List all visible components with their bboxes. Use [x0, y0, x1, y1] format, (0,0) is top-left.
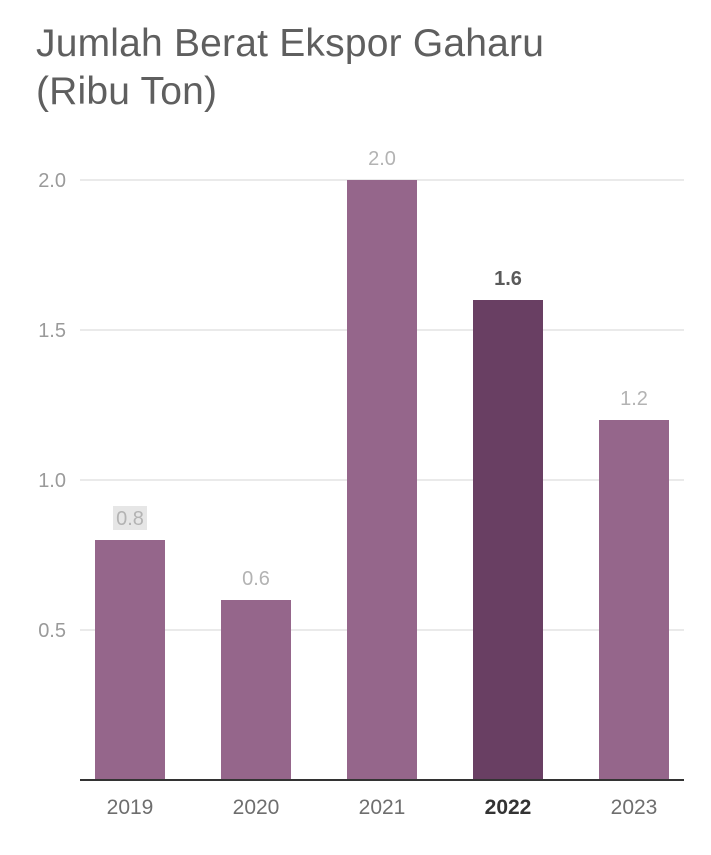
chart-title-line-1: Jumlah Berat Ekspor Gaharu: [36, 22, 545, 65]
bar: [347, 180, 417, 780]
x-axis: 2019 2020 2021 2022 2023: [80, 779, 684, 819]
bar: [95, 540, 165, 780]
bars: [95, 180, 669, 780]
x-tick-label: 2019: [107, 796, 154, 819]
bar: [221, 600, 291, 780]
y-tick-label: 0.5: [38, 620, 66, 642]
bar: [473, 300, 543, 780]
chart-title-line-2: (Ribu Ton): [36, 70, 218, 113]
y-tick-label: 1.5: [38, 320, 66, 342]
chart-title: Jumlah Berat Ekspor Gaharu (Ribu Ton): [36, 20, 544, 116]
data-label: 1.2: [620, 388, 648, 410]
data-label: 0.8: [116, 508, 144, 530]
data-label: 1.6: [494, 268, 522, 290]
x-tick-label: 2023: [611, 796, 658, 819]
y-axis: 0.5 1.0 1.5 2.0: [38, 170, 66, 642]
data-labels: 0.8 0.6 2.0 1.6 1.2: [113, 148, 648, 590]
x-tick-label: 2020: [233, 796, 280, 819]
y-tick-label: 1.0: [38, 470, 66, 492]
bar: [599, 420, 669, 780]
data-label: 2.0: [368, 148, 396, 170]
data-label-highlight-box: [113, 506, 147, 530]
y-tick-label: 2.0: [38, 170, 66, 192]
data-label: 0.6: [242, 568, 270, 590]
x-tick-label: 2022: [485, 796, 532, 819]
x-tick-label: 2021: [359, 796, 406, 819]
